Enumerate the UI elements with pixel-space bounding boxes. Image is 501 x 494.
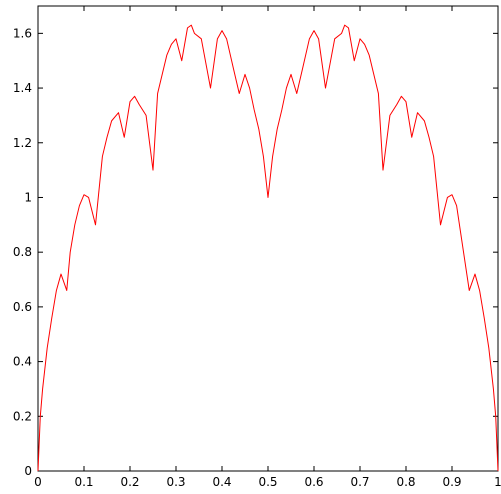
x-tick-label: 1 — [494, 475, 501, 489]
y-tick-label: 0.6 — [13, 300, 32, 314]
x-tick-label: 0.7 — [350, 475, 369, 489]
x-tick-label: 0.6 — [304, 475, 323, 489]
x-tick-label: 0 — [34, 475, 42, 489]
x-tick-label: 0.5 — [258, 475, 277, 489]
x-tick-label: 0.4 — [212, 475, 231, 489]
series-layer — [37, 24, 499, 472]
x-tick-label: 0.9 — [442, 475, 461, 489]
x-tick-label: 0.8 — [396, 475, 415, 489]
y-tick-label: 1.4 — [13, 81, 32, 95]
y-tick-label: 1.6 — [13, 26, 32, 40]
y-tick-label: 0.4 — [13, 355, 32, 369]
x-tick-label: 0.2 — [120, 475, 139, 489]
y-tick-label: 1 — [24, 190, 32, 204]
x-axis: 0 0.1 0.2 0.3 0.4 0.5 0.6 0.7 0.8 0.9 1 — [34, 6, 501, 489]
y-tick-label: 0.8 — [13, 245, 32, 259]
y-tick-label: 1.2 — [13, 136, 32, 150]
y-axis: 0 0.2 0.4 0.6 0.8 1 1.2 1.4 1.6 — [13, 26, 498, 478]
y-tick-label: 0.2 — [13, 409, 32, 423]
series-line — [37, 24, 499, 472]
x-tick-label: 0.3 — [166, 475, 185, 489]
plot-area — [37, 5, 499, 472]
x-tick-label: 0.1 — [74, 475, 93, 489]
y-tick-label: 0 — [24, 464, 32, 478]
